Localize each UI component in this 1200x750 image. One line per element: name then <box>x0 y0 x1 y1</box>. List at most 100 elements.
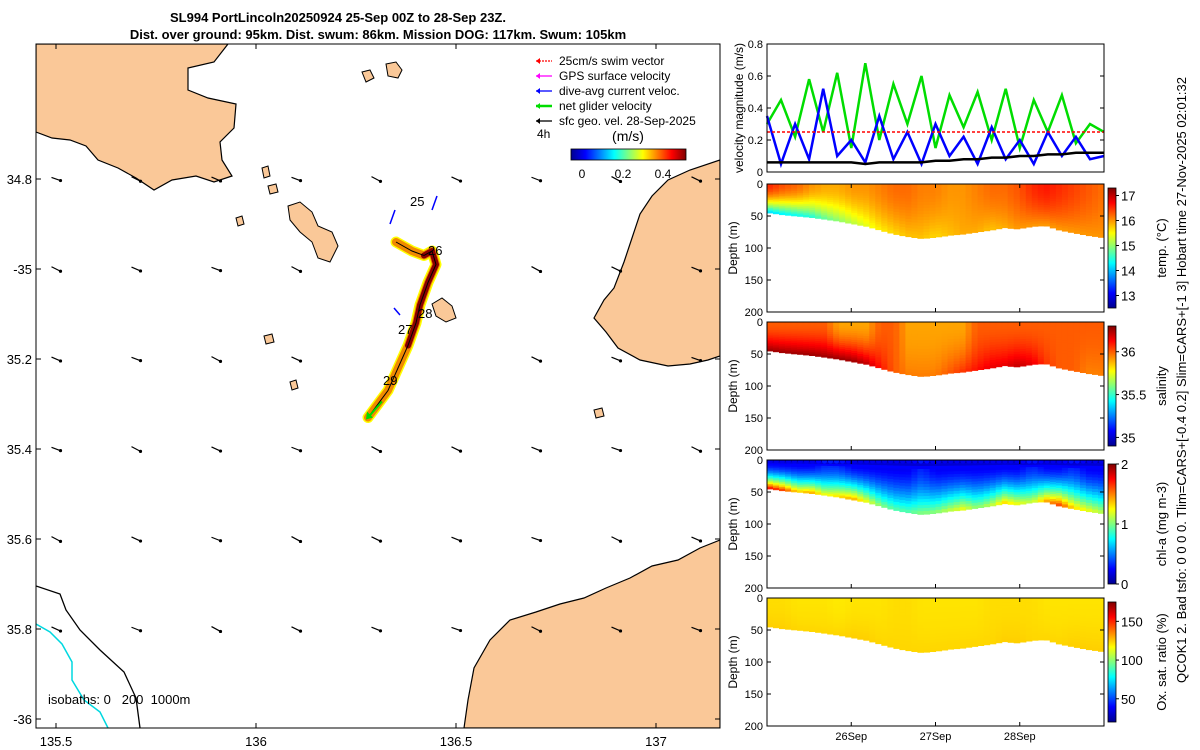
section-cell <box>1013 620 1021 624</box>
section-cell <box>851 359 858 363</box>
section-cell <box>839 188 846 191</box>
section-cell <box>1067 494 1075 499</box>
section-cell <box>1055 214 1063 218</box>
section-cell <box>1013 356 1021 360</box>
section-cell <box>845 220 852 224</box>
section-cell <box>869 193 876 197</box>
section-cell <box>797 615 804 619</box>
section-surface-dot <box>894 460 900 464</box>
section-cell <box>791 336 798 339</box>
section-surface-dot <box>1050 598 1056 602</box>
section-cell <box>1073 619 1081 624</box>
section-cell <box>1007 341 1015 345</box>
section-cell <box>1061 473 1069 477</box>
section-cell <box>863 628 870 632</box>
section-cell <box>827 468 834 471</box>
section-cell <box>1037 340 1045 344</box>
section-cell <box>893 206 900 210</box>
section-cell <box>815 206 822 210</box>
section-cell <box>767 469 774 472</box>
section-cell <box>881 462 888 466</box>
section-cell <box>1037 483 1045 487</box>
geo-vector-head <box>538 269 543 274</box>
section-cell <box>839 487 846 490</box>
section-cell <box>995 497 1003 501</box>
section-cell <box>965 481 973 486</box>
section-cell <box>1098 510 1104 514</box>
geo-vector-head <box>298 539 303 544</box>
section-cell <box>989 196 997 200</box>
section-cell <box>845 466 852 470</box>
section-cell <box>767 325 774 328</box>
section-cell <box>1085 344 1093 349</box>
section-cell <box>1067 611 1075 615</box>
section-cell <box>917 220 924 224</box>
section-surface-dot <box>779 598 785 602</box>
section-cell <box>1073 189 1081 193</box>
section-cell <box>797 334 804 337</box>
section-cell <box>929 498 937 503</box>
section-cell <box>1085 609 1093 613</box>
section-cell <box>917 205 924 209</box>
geo-velocity-vectors <box>51 176 703 634</box>
legend-label: sfc geo. vel. 28-Sep-2025 <box>559 114 696 128</box>
section-cell <box>827 188 834 191</box>
section-cell <box>773 350 780 353</box>
section-cell <box>989 470 997 474</box>
section-cell <box>1025 205 1033 209</box>
section-cell <box>971 354 979 358</box>
section-cell <box>851 482 858 485</box>
section-cell <box>881 207 888 211</box>
section-cell <box>923 205 931 209</box>
section-cell <box>845 324 852 327</box>
section-cell <box>887 203 894 207</box>
section-cell <box>1037 211 1045 215</box>
section-cell <box>971 481 979 485</box>
section-cell <box>875 605 882 609</box>
section-cell <box>881 215 888 219</box>
section-cell <box>887 365 894 369</box>
colorbar-tick-label: 50 <box>1121 692 1135 707</box>
section-cell <box>1067 194 1075 198</box>
section-cell <box>1092 615 1099 619</box>
section-cell <box>821 625 828 628</box>
section-cell <box>797 327 804 330</box>
section-cell <box>917 232 924 236</box>
section-cell <box>1079 330 1087 334</box>
section-cell <box>983 603 991 607</box>
section-cell <box>1007 213 1015 217</box>
section-cell <box>1031 333 1039 337</box>
section-cell <box>1001 334 1009 338</box>
section-cell <box>797 325 804 328</box>
colorbar-tick-label: 1 <box>1121 517 1128 532</box>
section-cell <box>995 603 1003 607</box>
section-cell <box>1079 631 1087 635</box>
section-cell <box>767 330 774 333</box>
section-cell <box>1055 342 1063 346</box>
section-cell <box>1098 627 1104 632</box>
section-cell <box>797 341 804 345</box>
section-cell <box>881 340 888 344</box>
section-cell <box>971 340 979 345</box>
section-cell <box>941 350 949 355</box>
section-cell <box>953 465 961 469</box>
colorbar-tick: 0.2 <box>615 167 632 181</box>
section-cell <box>899 494 906 498</box>
section-cell <box>1049 472 1057 476</box>
section-cell <box>857 326 864 330</box>
section-cell <box>1025 469 1033 473</box>
section-cell <box>881 345 888 349</box>
section-cell <box>911 609 918 614</box>
section-cell <box>959 473 967 478</box>
section-cell <box>1043 469 1051 473</box>
section-cell <box>827 629 834 633</box>
section-cell <box>839 629 846 633</box>
section-cell <box>905 462 912 467</box>
section-cell <box>1055 224 1063 228</box>
section-ylabel: Depth (m) <box>726 359 740 412</box>
section-cell <box>809 353 816 356</box>
section-cell <box>833 612 840 615</box>
section-cell <box>1037 204 1045 208</box>
section-cell <box>833 188 840 191</box>
section-cell <box>785 328 792 332</box>
